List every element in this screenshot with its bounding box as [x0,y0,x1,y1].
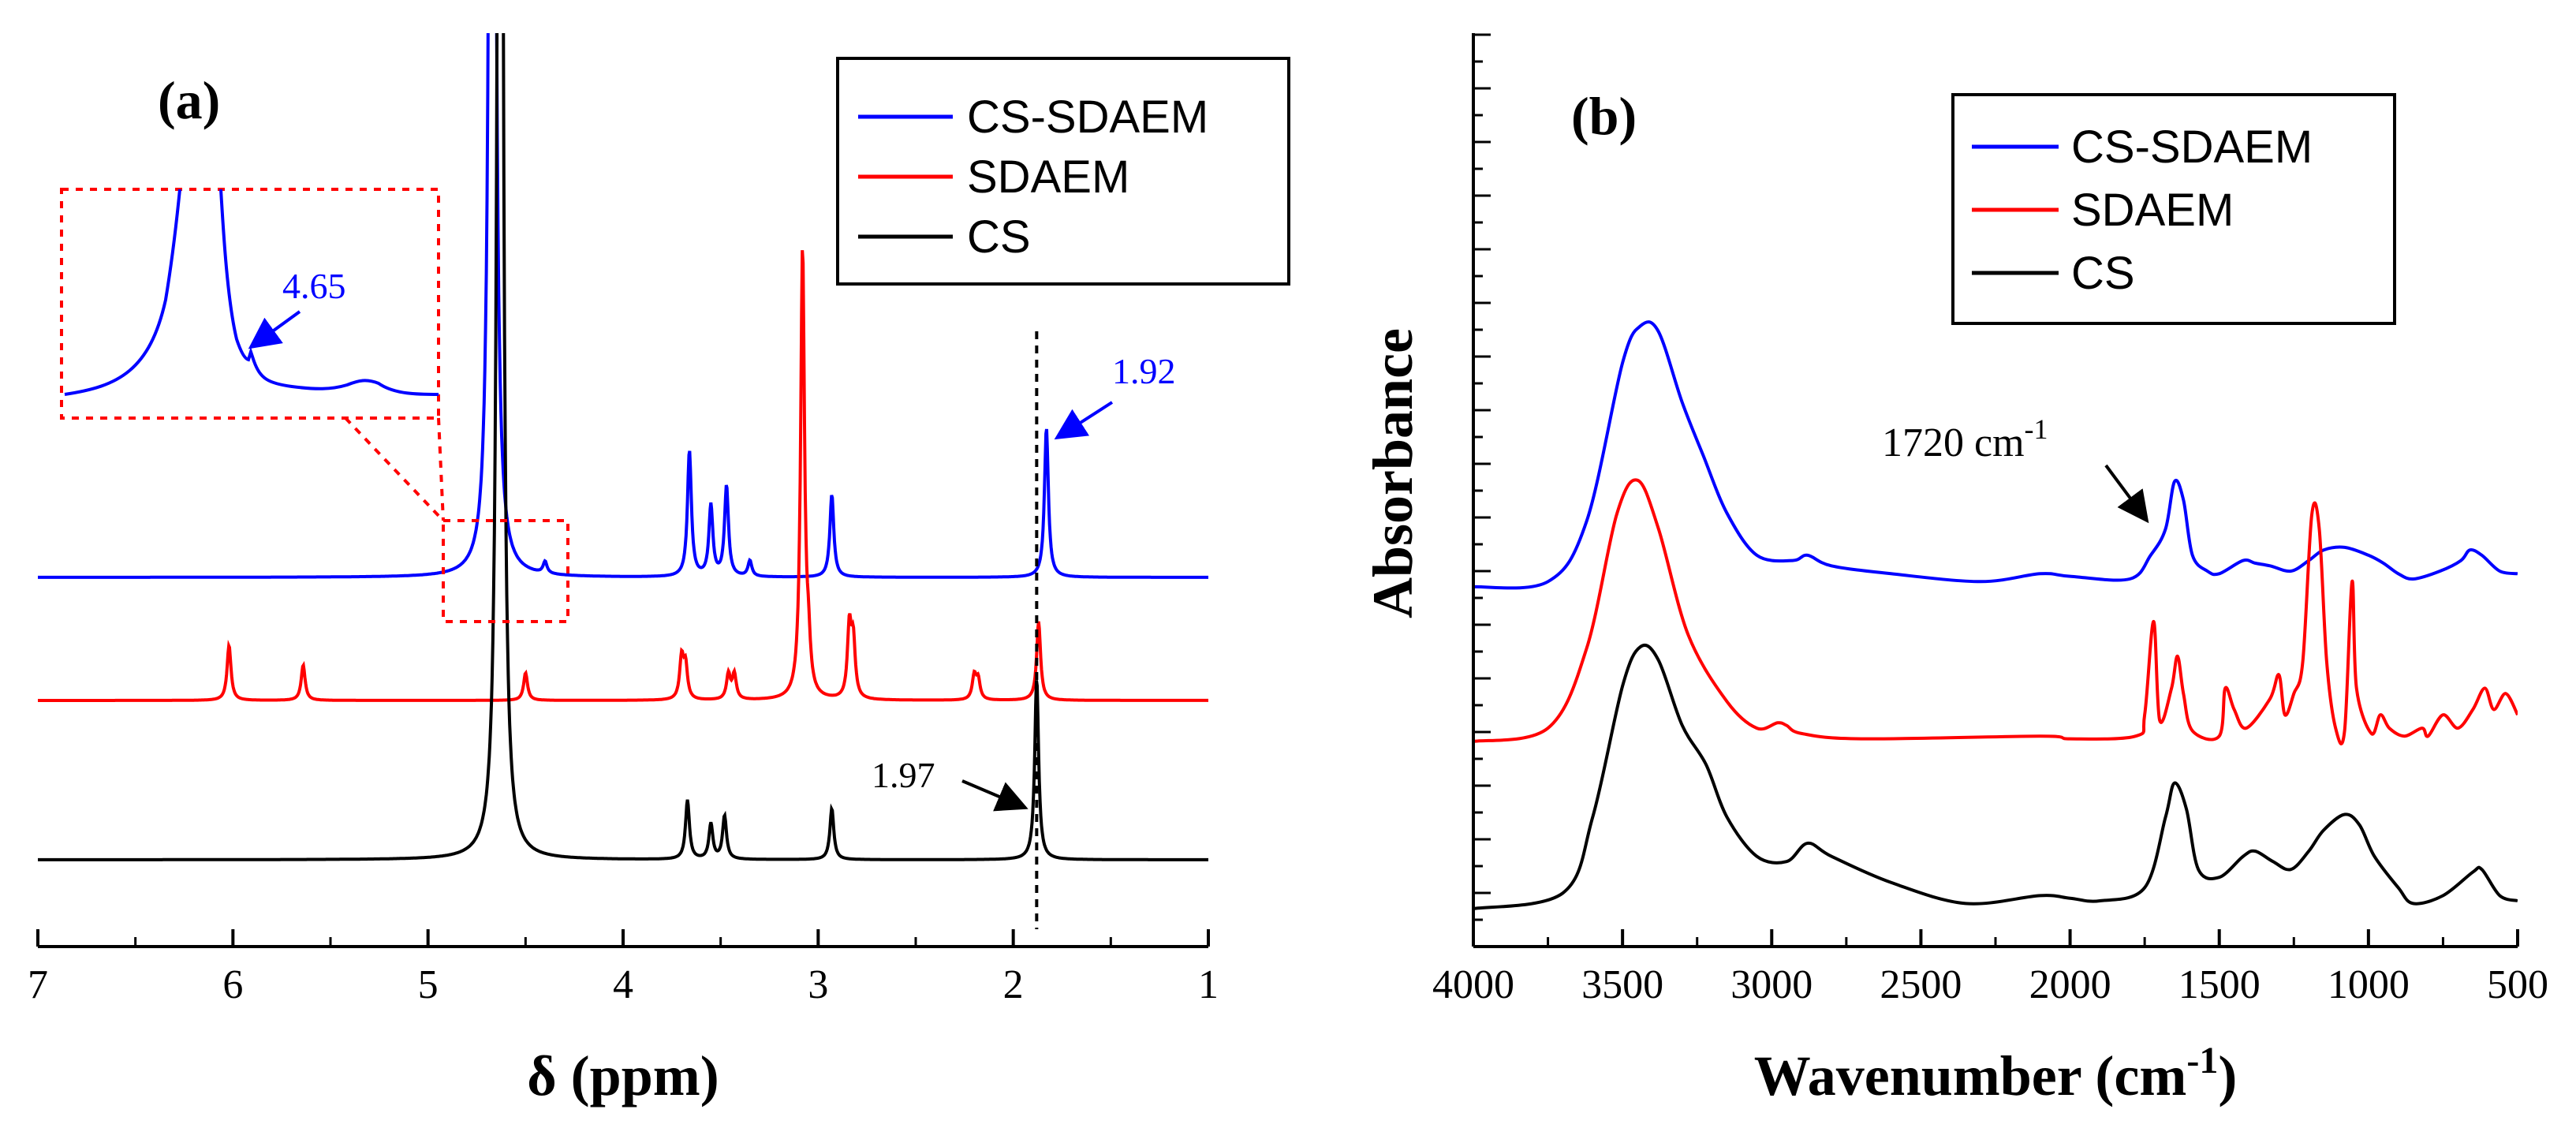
legend-label: SDAEM [967,151,1129,203]
x-tick-label: 500 [2487,962,2548,1007]
peak-arrow-1720 [2104,464,2149,524]
inset-blue-curve [64,189,439,396]
panel-a-label: (a) [158,70,220,130]
x-tick-label: 6 [222,962,243,1007]
x-tick-label: 2000 [2029,962,2111,1007]
panel-a: 4.65 1.92 1.97 7 6 5 4 3 2 1 δ (ppm) CS-SDAEM … [28,33,1290,1107]
peak-label-1720-main: 1720 cm [1882,420,2025,465]
x-tick-label: 5 [418,962,439,1007]
series-cs-spectrum [1473,643,2518,910]
x-axis-title-suffix: ) [2218,1044,2237,1107]
panel-b-y-ticks [1473,33,1491,948]
x-tick-label: 1 [1198,962,1219,1007]
panel-b-label: (b) [1571,86,1637,146]
zoom-connector-line [344,416,445,522]
series-sdaem-spectrum [1473,478,2518,745]
x-tick-label: 3 [808,962,828,1007]
x-tick-label: 1500 [2178,962,2261,1007]
x-tick-label: 3500 [1581,962,1663,1007]
peak-label-1720-superscript: -1 [2025,413,2048,445]
legend-label: CS-SDAEM [967,92,1208,143]
inset-peak-arrow [248,310,301,349]
panel-b-y-axis-title: Absorbance [1361,328,1424,618]
inset-box [60,188,440,420]
panel-b-x-axis-title: Wavenumber (cm-1) [1754,1040,2238,1107]
x-axis-title-main: Wavenumber (cm [1754,1044,2187,1107]
panel-b-series-group [1473,320,2518,910]
panel-a-legend: CS-SDAEM SDAEM CS [836,57,1290,286]
panel-a-x-axis-title: δ (ppm) [527,1044,719,1107]
x-axis-title-superscript: -1 [2186,1040,2218,1081]
peak-label-1-97: 1.97 [872,755,935,795]
panel-a-series-group [38,33,1208,861]
zoom-region-box [442,519,569,623]
x-tick-label: 1000 [2328,962,2410,1007]
panel-b-x-ticks: 4000 3500 3000 2500 2000 1500 1000 500 [1432,929,2548,1007]
x-tick-label: 3000 [1730,962,1813,1007]
peak-arrow-1-97 [961,779,1029,812]
inset-peak-label: 4.65 [282,266,346,306]
panel-a-x-ticks: 7 6 5 4 3 2 1 [28,929,1219,1007]
legend-label: CS [967,211,1031,263]
x-tick-label: 2500 [1880,962,1962,1007]
panel-b: 4000 3500 3000 2500 2000 1500 1000 500 Wavenumb… [1361,33,2548,1107]
peak-label-1720: 1720 cm-1 [1882,413,2048,465]
series-cs-sdaem-spectrum [1473,320,2518,590]
peak-label-1-92: 1.92 [1112,351,1176,391]
legend-label: SDAEM [2071,185,2234,236]
x-tick-label: 7 [28,962,48,1007]
legend-label: CS [2071,248,2135,299]
panel-b-legend: CS-SDAEM SDAEM CS [1951,93,2396,325]
series-cs-spectrum [38,33,1208,861]
peak-arrow-1-92 [1054,401,1114,440]
x-tick-label: 4 [613,962,633,1007]
series-sdaem-spectrum [38,250,1208,702]
series-cs-sdaem-spectrum [38,33,1208,579]
x-tick-label: 2 [1003,962,1024,1007]
x-tick-label: 4000 [1432,962,1514,1007]
zoom-connector-line [437,417,445,521]
legend-label: CS-SDAEM [2071,121,2313,173]
